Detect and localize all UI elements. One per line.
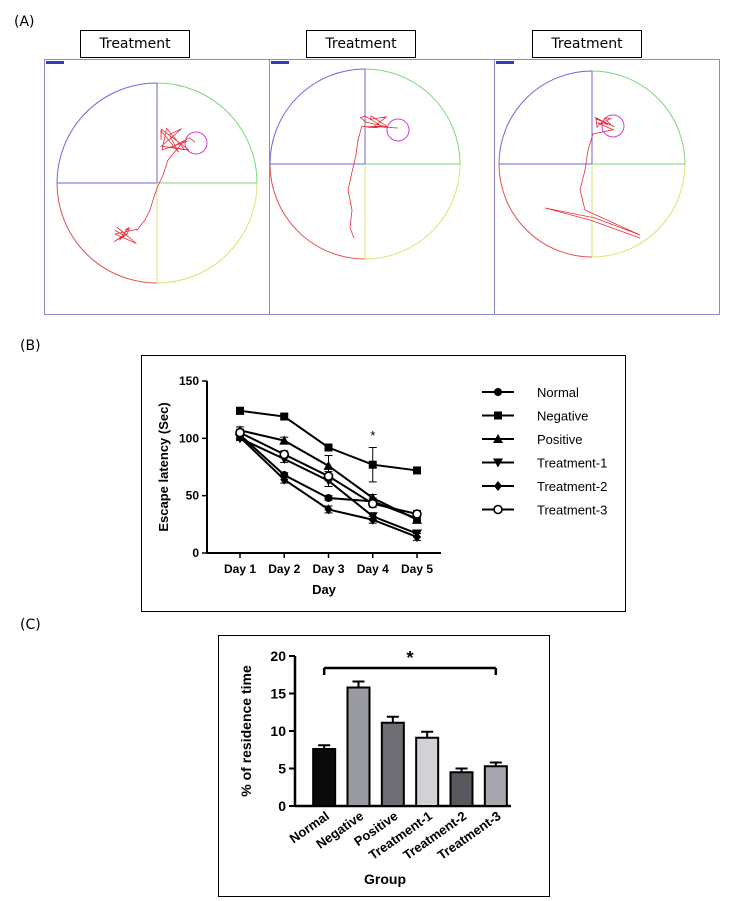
series-treatment-3 [235,427,422,519]
panel-a-label: (A) [14,14,35,30]
legend-marker [493,434,503,443]
pool-quadrant-sw [270,163,366,260]
data-point [413,531,421,542]
significance-marker: * [370,428,375,443]
legend-marker [494,481,502,491]
bar-treatment-3 [483,765,508,807]
hidden-platform [386,118,410,142]
data-point [279,435,290,445]
pool-quadrant-se [156,182,258,284]
track-title-1: Treatment [80,30,190,58]
panel-c-label: (C) [20,617,41,633]
bar-treatment-1 [415,736,440,807]
series-negative [236,406,421,483]
y-tick-label: 20 [270,648,286,664]
y-tick-label: 150 [179,374,199,388]
swim-path [347,115,399,239]
data-point [367,498,378,509]
data-point [412,514,422,524]
legend-marker [493,458,503,468]
frame-tag-icon [46,61,64,64]
legend-label: Treatment-1 [537,456,607,471]
bar-chart-frame: 0 5 10 15 20% of residence time Normal Negativ… [218,635,550,897]
data-point [324,504,333,515]
series-line [239,436,418,538]
data-point [280,412,289,421]
legend-label: Normal [537,385,579,400]
x-tick-label: Day 5 [401,562,433,576]
x-axis-label: Day [312,582,337,597]
track-title-2: Treatment [306,30,416,58]
y-tick-label: 100 [179,431,199,445]
y-tick-label: 0 [192,546,199,560]
data-point [324,443,333,452]
hidden-platform [184,131,208,155]
panel-b-label: (B) [20,338,41,354]
y-tick-label: 15 [270,686,286,702]
bar-positive [380,721,405,807]
data-point [324,493,333,502]
pool-quadrant-se [364,163,461,260]
frame-tag-icon [271,61,289,64]
data-point [413,466,421,475]
data-point [368,514,377,525]
track-title-3: Treatment [532,30,642,58]
data-point [279,449,290,460]
frame-tag-icon [496,61,514,64]
pool-quadrant-ne [591,70,686,165]
swim-track-plot-3 [494,59,720,315]
data-point [236,406,244,415]
significance-marker: * [406,648,413,668]
swim-track-plot-2 [269,59,495,315]
bar-normal [312,748,337,807]
swim-track-1-svg [46,61,258,284]
legend-label: Treatment-2 [537,479,607,494]
legend-label: Negative [537,409,588,424]
hidden-platform [601,114,625,138]
x-tick-label: Day 4 [357,562,389,576]
pool-quadrant-nw [270,68,366,165]
pool-quadrant-sw [56,182,158,284]
pool-quadrant-se [591,163,686,258]
swim-track-2-svg [270,61,461,260]
swim-track-plot-1 [44,59,270,315]
y-tick-label: 10 [270,723,286,739]
data-point [323,471,334,481]
bar-negative [346,686,371,807]
y-axis-label: % of residence time [238,665,254,797]
escape-latency-chart: 0 50 100 150 Day 1 Day 2 Day 3 Day 4 Day 5 Day Esc… [156,374,607,597]
swim-path [544,116,641,239]
legend-label: Treatment-3 [537,503,607,518]
data-point [280,474,289,485]
data-point [412,509,422,519]
data-point [235,427,245,438]
swim-track-3-svg [496,61,686,258]
y-tick-label: 50 [186,489,200,503]
x-tick-label: Day 3 [312,562,344,576]
pool-quadrant-nw [56,82,158,184]
pool-quadrant-ne [156,82,258,184]
data-point [323,460,334,470]
line-chart-frame: 0 50 100 150 Day 1 Day 2 Day 3 Day 4 Day 5 Day Esc… [141,355,626,612]
y-axis-label: Escape latency (Sec) [156,402,171,531]
x-tick-label: Day 1 [224,562,256,576]
data-point [368,460,377,469]
bar-treatment-2 [449,771,474,807]
x-axis-label: Group [364,871,406,887]
legend-marker [494,411,502,420]
legend-marker [493,504,503,515]
swim-path [113,127,196,244]
pool-quadrant-sw [498,163,593,258]
legend-label: Positive [537,432,583,447]
pool-quadrant-nw [498,70,593,165]
x-tick-label: Day 2 [268,562,300,576]
pool-quadrant-ne [364,68,461,165]
y-tick-label: 5 [278,761,286,777]
legend-marker [494,388,502,396]
y-tick-label: 0 [278,798,286,814]
